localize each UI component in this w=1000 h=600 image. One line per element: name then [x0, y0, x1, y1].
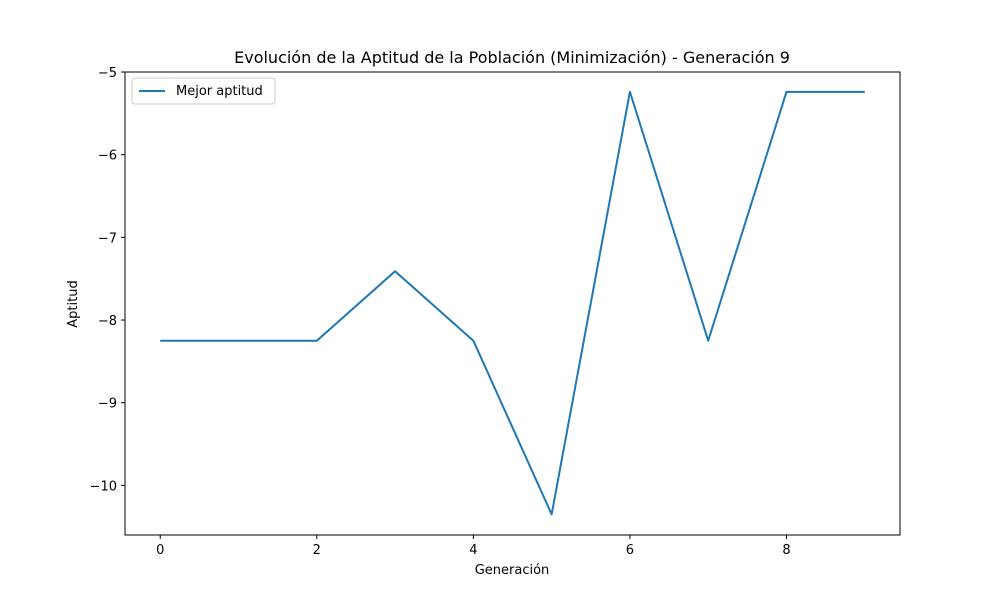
y-tick-label: −8	[98, 314, 117, 329]
y-tick-label: −6	[98, 149, 117, 164]
y-tick-label: −7	[98, 231, 117, 246]
x-tick-label: 4	[469, 543, 477, 558]
y-tick-label: −5	[98, 66, 117, 81]
x-tick-label: 8	[782, 543, 790, 558]
plot-frame	[124, 71, 901, 536]
series-line-mejor-aptitud	[160, 90, 865, 516]
chart-title: Evolución de la Aptitud de la Población …	[234, 48, 790, 67]
legend-entry-label: Mejor aptitud	[176, 84, 263, 99]
x-tick-label: 6	[626, 543, 634, 558]
y-tick-label: −10	[90, 479, 117, 494]
legend-box	[131, 77, 276, 105]
legend: Mejor aptitud	[131, 77, 276, 105]
y-tick-label: −9	[98, 397, 117, 412]
x-tick-label: 0	[156, 543, 164, 558]
x-axis-label: Generación	[475, 563, 550, 578]
series-layer	[160, 90, 865, 516]
y-axis-label: Aptitud	[66, 280, 81, 327]
y-axis: −10 −9 −8 −7 −6 −5	[90, 66, 125, 494]
x-axis: 0 2 4 6 8	[156, 535, 791, 558]
x-tick-label: 2	[313, 543, 321, 558]
